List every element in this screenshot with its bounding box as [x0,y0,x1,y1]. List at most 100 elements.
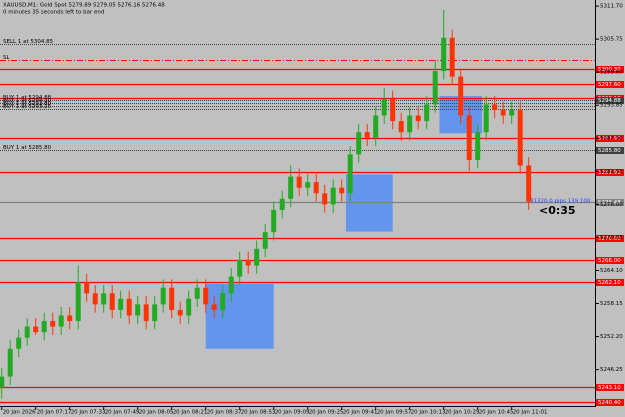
candle-body [177,309,183,316]
candle-body [313,182,319,194]
annotation: 31320.0 pips 139.100 [530,199,591,205]
price-tag [596,169,624,176]
price-tag [596,384,624,391]
price-tag [596,257,624,264]
candle-body [500,109,506,116]
y-tick-label: 5305.75 [600,37,623,43]
candle-body [16,337,22,349]
candle-body [160,287,166,305]
candle-body [75,282,81,322]
price-tag-label: 5266.00 [598,258,621,264]
y-tick-label: 5287.90 [600,136,623,142]
candle-body [356,132,362,155]
candle-body [228,276,234,294]
candle-body [203,287,209,305]
candle-body [441,37,447,72]
level-text: SL [3,55,10,61]
x-tick-label: 20 Jan 2026 [3,410,36,416]
price-tag-label: 5300.30 [598,67,621,73]
candle-body [483,104,489,133]
candle-body [58,315,64,327]
zone [205,283,274,349]
candle-body [381,98,387,116]
x-tick-label: 20 Jan 07:17 [37,410,72,416]
levels: SELL 1 at 5304.85SL5300.305297.605295.10… [0,39,624,406]
candle-body [364,132,370,138]
x-tick-label: 20 Jan 08:05 [139,410,174,416]
y-tick-label: 5293.85 [600,103,623,109]
candle-body [271,209,277,233]
candle-body [109,293,115,310]
candle-body [7,348,13,377]
candle-body [186,298,192,316]
x-tick-label: 20 Jan 10:13 [411,410,446,416]
price-tag-label: 5287.90 [598,136,621,142]
level-text: BUY 1 at 5293.25 [3,104,52,110]
candle-body [126,298,132,316]
candle-body [517,109,523,166]
candle-body [509,109,515,116]
candle-body [50,321,56,327]
x-tick-label: 20 Jan 09:09 [275,410,310,416]
candle-body [262,232,268,249]
price-tag [596,399,624,406]
candle-body [24,326,30,338]
price-tag [596,279,624,286]
x-tick-label: 20 Jan 09:41 [343,410,378,416]
candle-body [415,115,421,122]
candle-body [220,293,226,310]
annotation: <0:35 [539,204,576,217]
price-tag-label: 5243.10 [598,385,621,391]
candle-body [390,98,396,122]
candle-body [254,248,260,266]
x-tick-label: 20 Jan 08:53 [241,410,276,416]
candle-body [279,198,285,210]
y-tick-label: 5252.20 [600,334,623,340]
candle-body [339,187,345,194]
x-tick-label: 20 Jan 07:49 [105,410,140,416]
candle-body [407,115,413,133]
candle-body [143,304,149,322]
candle-body [296,176,302,188]
candle-body [169,287,175,310]
y-tick-label: 5299.80 [600,70,623,76]
price-tag-label: 5285.80 [598,148,621,154]
candle-body [305,182,311,188]
candles [0,9,532,399]
price-tag-label: 5270.00 [598,236,621,242]
price-tag-label: 5276.48 [598,200,621,206]
y-tick-label: 5258.15 [600,301,623,307]
price-tag [596,66,624,73]
x-tick-label: 20 Jan 10:29 [445,410,480,416]
x-tick-label: 20 Jan 09:57 [377,410,412,416]
candle-body [432,71,438,105]
price-tag [596,235,624,242]
candle-body [466,115,472,160]
candle-body [347,154,353,194]
candle-body [288,176,294,199]
candle-body [33,326,39,333]
candle-body [237,259,243,277]
level-text: BUY 1 at 5285.80 [3,145,52,151]
x-tick-label: 20 Jan 07:33 [71,410,106,416]
price-tag-label: 5240.40 [598,400,621,406]
y-tick-label: 5276.00 [600,202,623,208]
level-text: SELL 1 at 5304.85 [3,39,54,45]
candle-body [475,132,481,160]
level-text: BUY 1 at 5294.88 [3,95,52,101]
x-tick-label: 20 Jan 08:21 [173,410,208,416]
candle-body [245,259,251,266]
candle-body [0,376,5,388]
candle-body [194,287,200,299]
y-tick-label: 5264.10 [600,268,623,274]
candle-body [135,304,141,316]
candle-body [92,293,98,305]
candle-body [458,76,464,116]
price-tag [596,81,624,88]
candle-body [118,298,124,310]
candle-body [424,104,430,122]
candle-body [449,37,455,77]
